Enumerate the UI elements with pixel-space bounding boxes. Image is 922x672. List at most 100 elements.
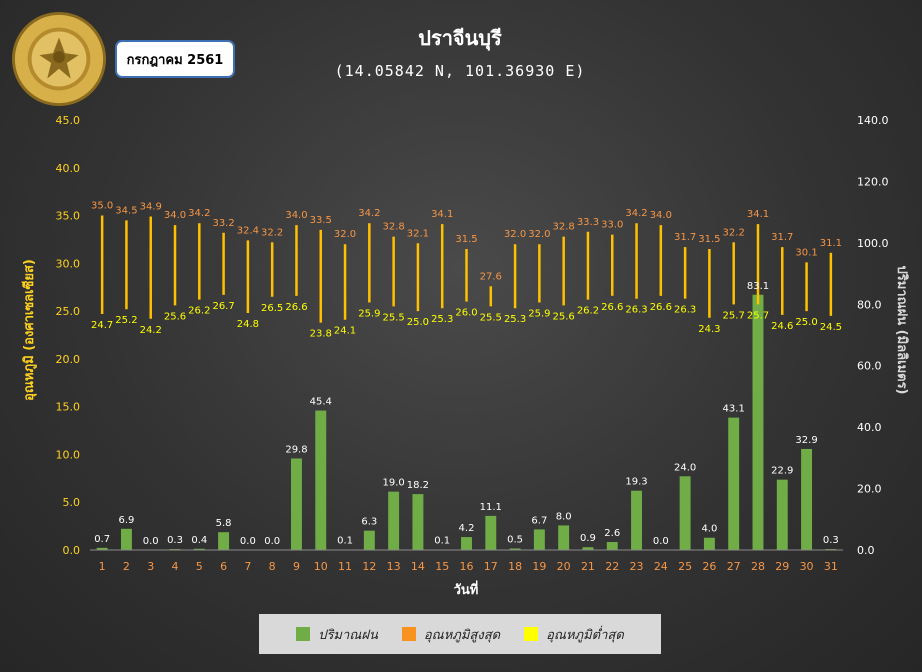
tmin-data-label: 23.8 (310, 329, 332, 340)
rain-data-label: 0.0 (240, 536, 256, 547)
meteorological-department-logo (11, 11, 107, 107)
tmax-data-label: 32.0 (528, 229, 550, 240)
x-tick-label: 6 (220, 560, 227, 573)
tmin-data-label: 25.2 (115, 315, 137, 326)
tmax-data-label: 32.8 (382, 222, 404, 233)
y-left-tick-label: 30.0 (56, 257, 81, 270)
tmin-data-label: 24.8 (237, 319, 259, 330)
x-tick-label: 2 (123, 560, 130, 573)
chart-title: ปราจีนบุรี (418, 26, 502, 50)
x-tick-label: 26 (702, 560, 716, 573)
tmax-data-label: 33.0 (601, 220, 623, 231)
tmax-data-label: 31.7 (771, 232, 793, 243)
x-tick-label: 13 (387, 560, 401, 573)
rain-bar (193, 548, 205, 550)
x-tick-label: 11 (338, 560, 352, 573)
rain-data-label: 45.4 (310, 397, 332, 408)
tmin-data-label: 25.5 (382, 312, 404, 323)
y-right-tick-label: 140.0 (857, 114, 889, 127)
rain-bar (412, 494, 424, 550)
tmax-data-label: 34.1 (747, 209, 769, 220)
tmax-data-label: 34.9 (140, 202, 162, 213)
tmin-data-label: 26.0 (455, 308, 477, 319)
rain-bar (631, 490, 642, 550)
y-left-tick-label: 35.0 (56, 210, 81, 223)
tmax-data-label: 30.1 (795, 247, 817, 258)
rain-data-label: 0.3 (167, 535, 183, 546)
y-right-tick-label: 80.0 (857, 298, 882, 311)
tmin-data-label: 24.6 (771, 321, 793, 332)
y-left-tick-label: 0.0 (63, 544, 81, 557)
legend-label-tmin: อุณหภูมิต่ำสุด (546, 627, 624, 643)
tmax-data-label: 33.3 (577, 217, 599, 228)
rain-bar (703, 537, 715, 550)
rain-data-label: 0.3 (823, 535, 839, 546)
tmin-data-label: 25.7 (747, 310, 769, 321)
tmax-data-label: 31.5 (455, 234, 477, 245)
legend-item-tmax: อุณหภูมิสูงสุด (401, 624, 500, 645)
tmin-data-label: 26.6 (650, 302, 672, 313)
legend-swatch-tmin (524, 627, 539, 641)
rain-data-label: 18.2 (407, 480, 429, 491)
tmin-data-label: 26.2 (577, 306, 599, 317)
tmax-data-label: 34.0 (285, 210, 307, 221)
rain-data-label: 4.2 (459, 523, 475, 534)
tmax-data-label: 33.2 (212, 218, 234, 229)
y-right-tick-label: 100.0 (857, 237, 889, 250)
tmax-data-label: 32.1 (407, 228, 429, 239)
x-tick-label: 9 (293, 560, 300, 573)
x-tick-label: 24 (654, 560, 668, 573)
rain-data-label: 6.3 (361, 517, 377, 528)
rain-bar (291, 458, 302, 550)
x-tick-label: 12 (362, 560, 376, 573)
tmin-data-label: 25.0 (795, 317, 817, 328)
rain-bar (509, 548, 521, 550)
x-tick-label: 28 (751, 560, 765, 573)
tmin-data-label: 25.3 (504, 314, 526, 325)
rain-bar (461, 537, 472, 550)
tmin-data-label: 25.5 (480, 312, 502, 323)
x-tick-label: 8 (269, 560, 276, 573)
tmax-data-label: 34.0 (164, 210, 186, 221)
tmin-data-label: 25.7 (723, 310, 745, 321)
rain-bar (776, 479, 788, 550)
rain-bar (679, 476, 691, 550)
tmax-data-label: 34.1 (431, 209, 453, 220)
tmin-data-label: 24.7 (91, 320, 113, 331)
legend: ปริมาณฝน อุณหภูมิสูงสุด อุณหภูมิต่ำสุด (259, 614, 661, 654)
tmin-data-label: 26.6 (601, 302, 623, 313)
rain-data-label: 0.4 (191, 535, 207, 546)
tmin-data-label: 26.7 (212, 301, 234, 312)
rain-data-label: 2.6 (604, 528, 620, 539)
tmin-data-label: 26.3 (625, 305, 647, 316)
tmax-data-label: 27.6 (480, 271, 502, 282)
x-tick-label: 18 (508, 560, 522, 573)
y-left-tick-label: 25.0 (56, 305, 81, 318)
right-axis: 0.0 20.0 40.0 60.0 80.0 100.0 120.0 140.0 (857, 114, 889, 557)
tmin-data-label: 24.5 (820, 322, 842, 333)
tmin-data-label: 25.3 (431, 314, 453, 325)
rain-data-label: 11.1 (480, 502, 502, 513)
x-tick-label: 7 (244, 560, 251, 573)
rain-bar (801, 448, 813, 550)
tmin-data-label: 25.6 (164, 311, 186, 322)
rain-data-label: 19.3 (625, 477, 647, 488)
x-axis: 1 2 3 4 5 6 7 8 9 10 11 12 13 14 15 16 17 18 19 20 21 22 23 24 2… (90, 549, 843, 573)
x-tick-label: 17 (484, 560, 498, 573)
rain-data-label: 0.0 (264, 536, 280, 547)
rain-data-label: 8.0 (556, 511, 572, 522)
tmin-data-label: 26.3 (674, 305, 696, 316)
x-tick-label: 22 (605, 560, 619, 573)
tmax-data-label: 35.0 (91, 201, 113, 212)
rain-data-label: 19.0 (382, 478, 404, 489)
rain-data-label: 29.8 (285, 444, 307, 455)
y-left-tick-label: 40.0 (56, 162, 81, 175)
legend-item-rain: ปริมาณฝน (296, 624, 378, 645)
tmin-data-label: 26.5 (261, 303, 283, 314)
rain-data-label: 0.7 (94, 534, 110, 545)
tmax-data-label: 32.0 (504, 229, 526, 240)
y-left-tick-label: 5.0 (63, 496, 81, 509)
tmax-data-label: 32.8 (553, 222, 575, 233)
tmax-data-label: 33.5 (310, 215, 332, 226)
